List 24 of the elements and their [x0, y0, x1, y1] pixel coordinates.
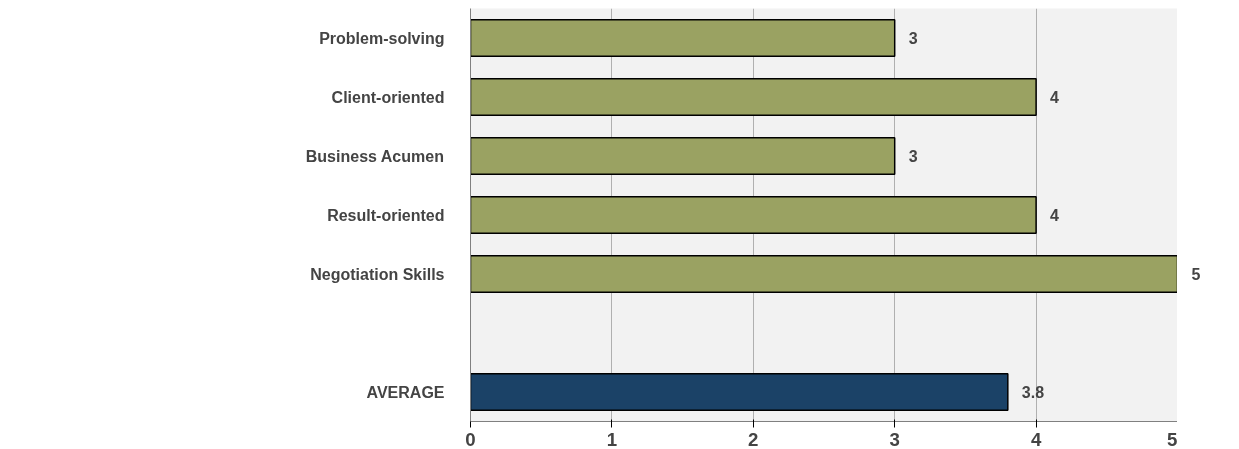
x-tick-label: 2 [748, 428, 759, 449]
data-label: 3 [908, 30, 918, 47]
bar [470, 77, 1037, 117]
y-tick-label: Result-oriented [327, 206, 445, 224]
y-tick-label: Problem-solving [319, 29, 445, 47]
x-tick-label: 3 [889, 428, 900, 449]
bar [470, 254, 1177, 294]
y-tick-label: Negotiation Skills [310, 265, 445, 283]
data-label: 4 [1050, 207, 1060, 224]
data-label: 4 [1050, 89, 1060, 106]
x-tick-label: 4 [1030, 428, 1042, 449]
y-tick-label: Business Acumen [305, 147, 444, 165]
data-label: 3.8 [1021, 384, 1045, 401]
y-tick-label: Client-oriented [331, 88, 445, 106]
bar [470, 18, 896, 58]
x-tick-label: 1 [606, 428, 618, 449]
x-tick-label: 5 [1167, 428, 1178, 449]
y-tick-label: AVERAGE [366, 383, 445, 401]
bar [470, 372, 1009, 412]
bar [470, 136, 896, 176]
data-label: 3 [908, 148, 918, 165]
data-label: 5 [1191, 266, 1201, 283]
bar [470, 195, 1037, 235]
x-tick-label: 0 [465, 428, 476, 449]
